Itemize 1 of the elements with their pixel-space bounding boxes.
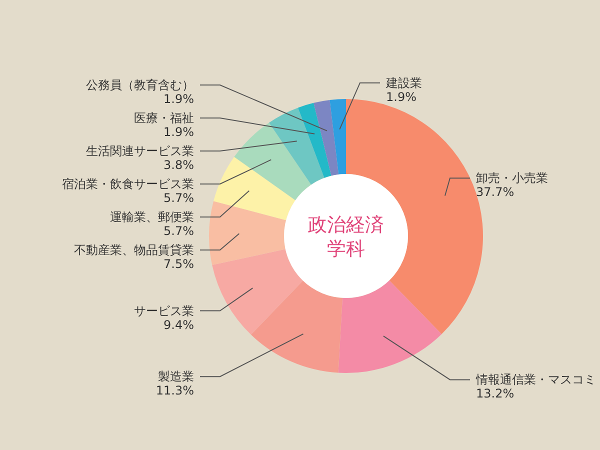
text: 政治経済学科 — [308, 214, 384, 260]
